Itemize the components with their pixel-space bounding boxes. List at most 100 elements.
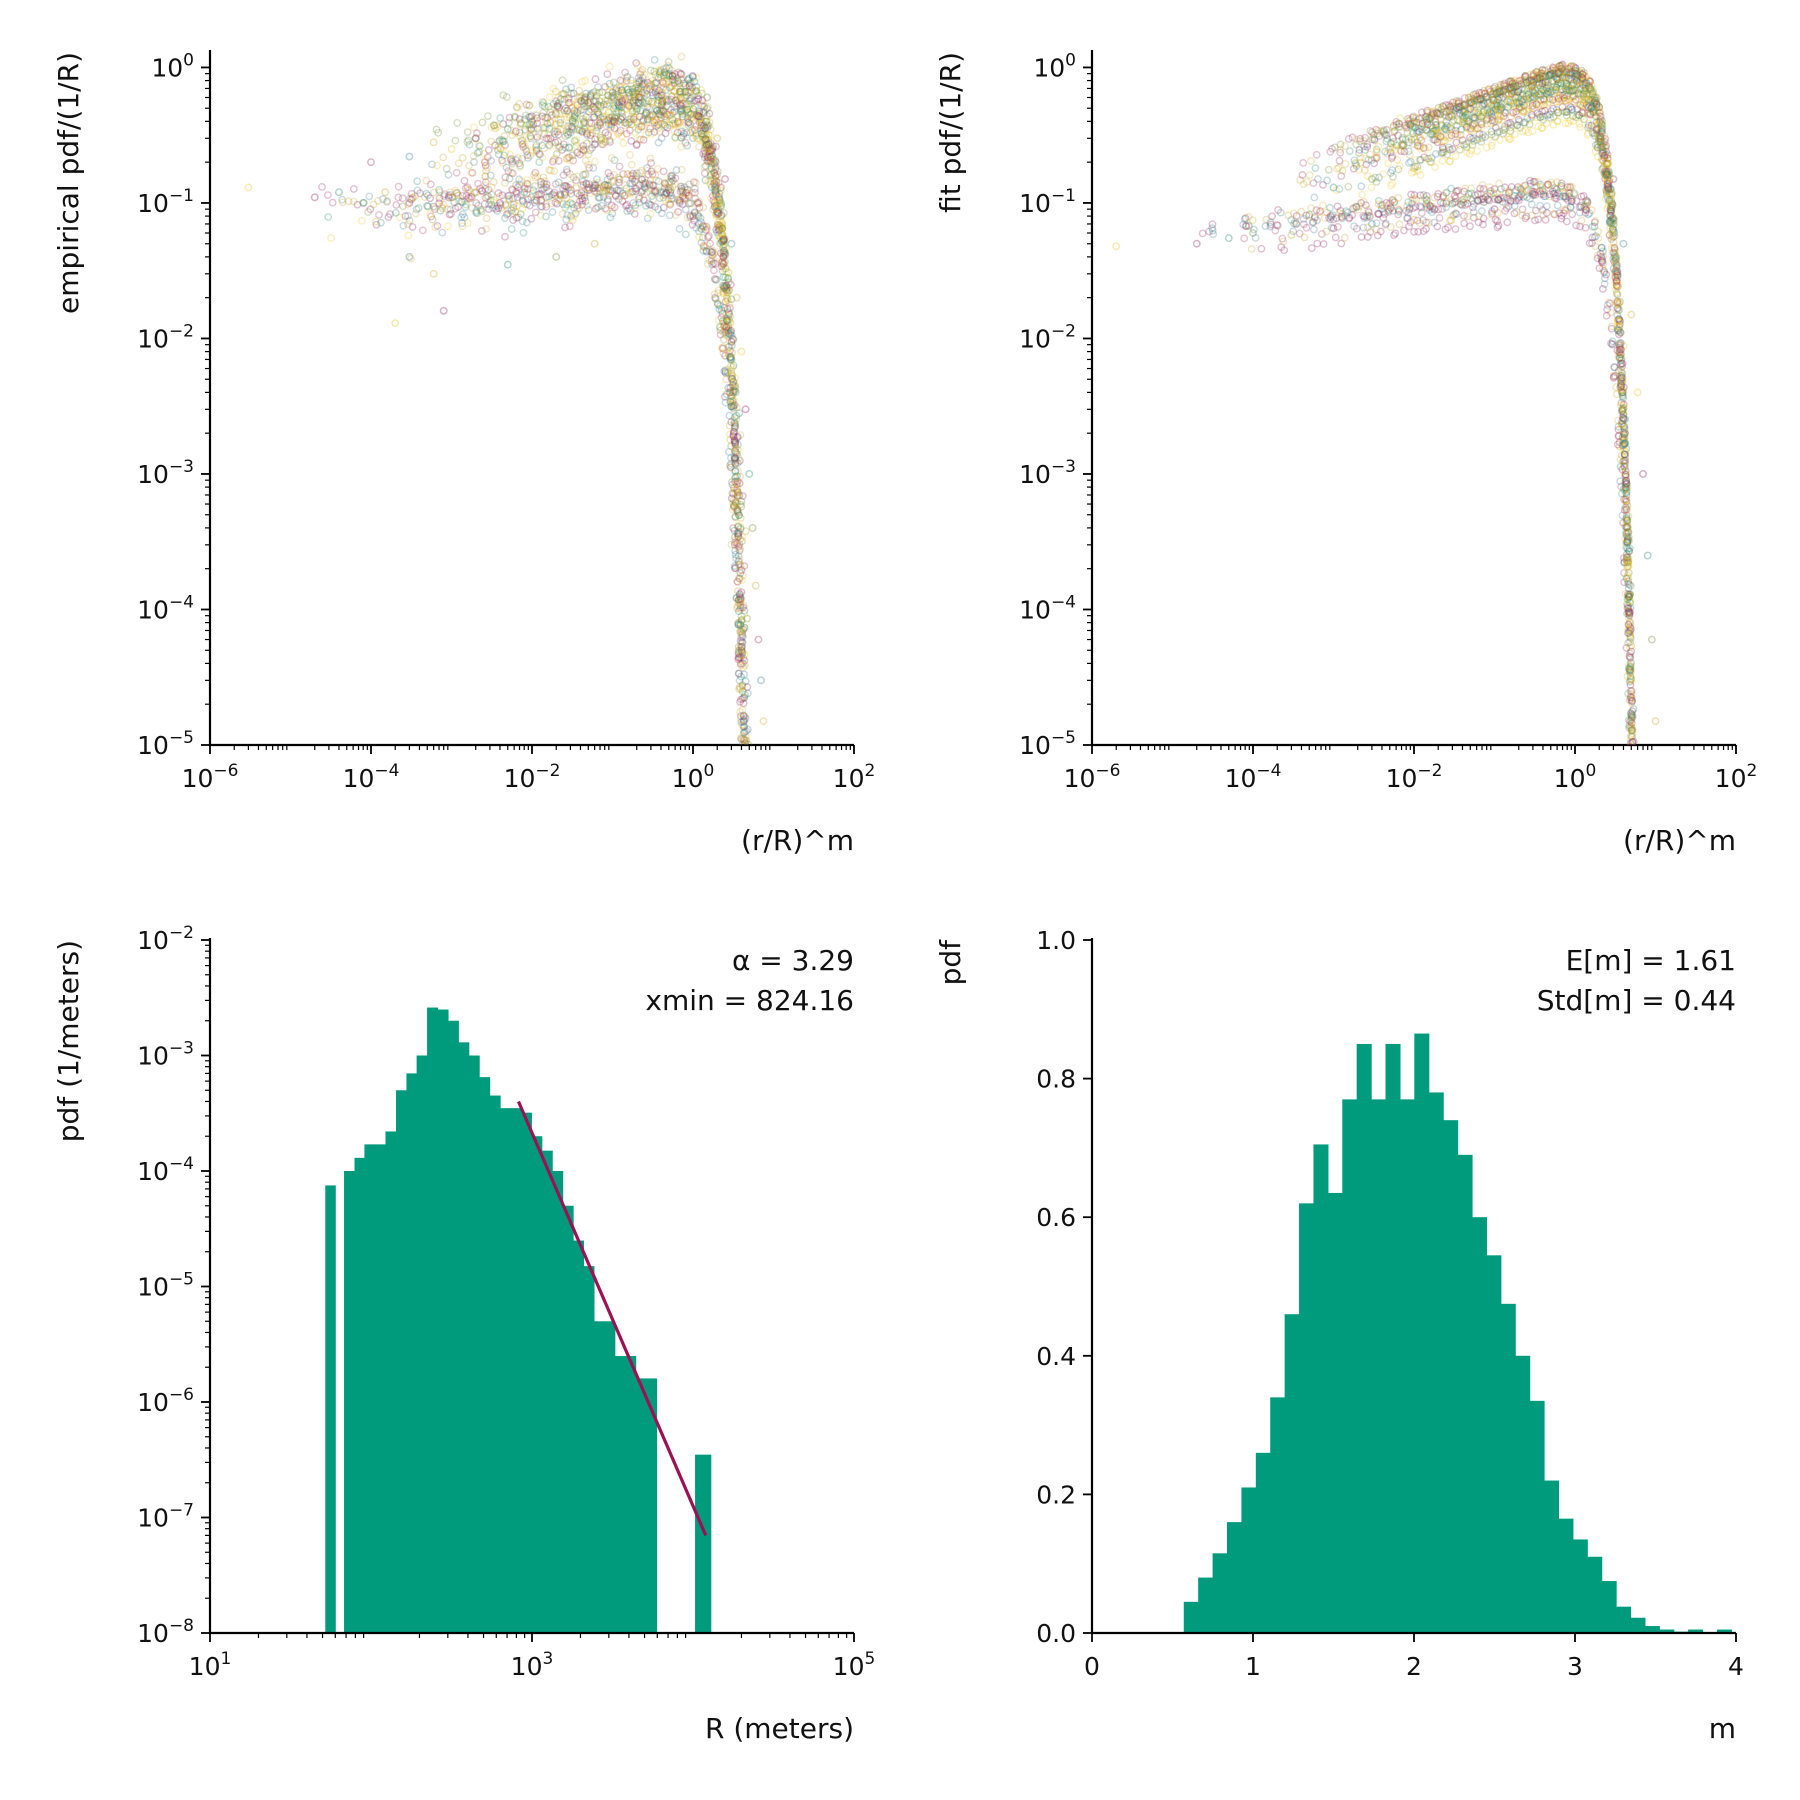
- data-point: [638, 186, 647, 195]
- data-point: [1539, 69, 1547, 78]
- data-point: [1588, 222, 1597, 231]
- data-point: [727, 362, 735, 370]
- data-point: [1514, 93, 1523, 102]
- data-point: [554, 178, 563, 187]
- data-point: [1510, 191, 1519, 200]
- data-point: [737, 497, 746, 506]
- data-point: [729, 335, 738, 344]
- data-point: [1591, 132, 1599, 140]
- data-point: [651, 187, 659, 195]
- data-point: [383, 198, 391, 206]
- data-point: [599, 100, 608, 109]
- data-point: [605, 136, 614, 144]
- data-point: [1509, 121, 1518, 130]
- data-point: [707, 164, 716, 173]
- data-point: [683, 141, 692, 150]
- data-point: [640, 175, 649, 183]
- data-point: [757, 676, 765, 685]
- data-point: [677, 88, 686, 96]
- data-point: [731, 477, 739, 486]
- data-point: [391, 319, 400, 327]
- data-point: [670, 87, 678, 96]
- data-point: [664, 62, 672, 70]
- data-point: [631, 96, 640, 105]
- data-point: [709, 155, 718, 164]
- data-point: [694, 219, 703, 228]
- data-point: [1451, 225, 1460, 234]
- data-point: [738, 687, 747, 696]
- data-point: [1542, 119, 1551, 128]
- data-point: [1473, 196, 1482, 205]
- data-point: [561, 188, 569, 197]
- data-point: [739, 663, 748, 672]
- data-point: [483, 192, 491, 201]
- data-point: [540, 177, 549, 185]
- data-point: [659, 79, 668, 88]
- data-point: [719, 282, 728, 291]
- data-point: [1309, 218, 1318, 226]
- data-point: [706, 152, 715, 161]
- data-point: [634, 99, 643, 108]
- data-point: [668, 72, 677, 80]
- data-point: [538, 112, 547, 121]
- data-point: [738, 694, 747, 703]
- data-point: [729, 431, 738, 440]
- data-point: [1307, 157, 1315, 165]
- data-point: [686, 212, 695, 221]
- data-point: [648, 111, 657, 119]
- data-point: [628, 88, 637, 96]
- data-point: [667, 195, 676, 203]
- data-point: [733, 522, 742, 531]
- data-point: [625, 204, 633, 213]
- data-point: [711, 201, 720, 210]
- data-point: [593, 122, 602, 130]
- data-point: [697, 121, 706, 130]
- data-point: [523, 179, 531, 188]
- data-point: [724, 348, 733, 357]
- data-point: [1410, 164, 1418, 173]
- data-point: [1534, 122, 1543, 131]
- data-point: [716, 323, 725, 332]
- data-point: [550, 127, 559, 136]
- data-point: [709, 259, 718, 267]
- data-point: [1461, 201, 1470, 209]
- data-point: [660, 120, 669, 129]
- data-point: [628, 175, 637, 183]
- data-point: [686, 211, 695, 220]
- data-point: [1607, 322, 1616, 331]
- data-point: [428, 160, 436, 169]
- data-point: [1621, 496, 1630, 505]
- data-point: [731, 564, 740, 573]
- data-point: [713, 220, 722, 229]
- data-point: [690, 126, 699, 134]
- data-point: [664, 185, 673, 194]
- data-point: [689, 128, 698, 137]
- data-point: [493, 207, 501, 215]
- data-point: [682, 128, 691, 137]
- data-point: [608, 88, 617, 97]
- data-point: [505, 194, 513, 203]
- data-point: [735, 546, 744, 555]
- data-point: [639, 83, 648, 92]
- data-point: [652, 121, 661, 130]
- y-tick-label: 10−5: [137, 728, 194, 760]
- data-point: [739, 734, 747, 743]
- data-point: [497, 204, 506, 212]
- data-point: [692, 120, 700, 129]
- data-point: [559, 171, 568, 180]
- data-point: [596, 121, 604, 130]
- data-point: [589, 164, 598, 172]
- data-point: [1539, 190, 1548, 199]
- data-point: [643, 78, 652, 87]
- data-point: [677, 107, 686, 116]
- data-point: [681, 138, 690, 147]
- data-point: [711, 156, 719, 165]
- data-point: [411, 192, 419, 201]
- data-point: [1508, 193, 1517, 202]
- data-point: [502, 202, 511, 210]
- data-point: [604, 91, 613, 100]
- data-point: [554, 144, 563, 153]
- data-point: [544, 130, 553, 139]
- data-point: [615, 90, 624, 99]
